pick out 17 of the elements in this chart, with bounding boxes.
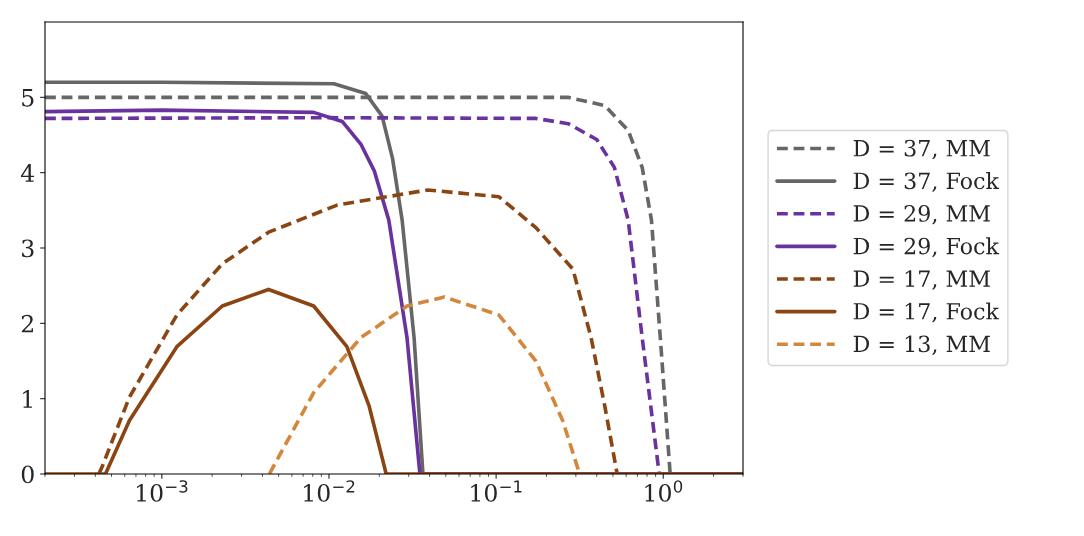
legend-label: D = 37, Fock <box>853 172 1000 192</box>
y-tick-label: 3 <box>22 239 34 258</box>
y-tick-label: 0 <box>21 465 34 484</box>
legend-label: D = 29, MM <box>853 205 990 225</box>
y-tick-label: 5 <box>22 89 34 107</box>
y-tick-label: 1 <box>23 390 32 408</box>
legend-label: D = 13, MM <box>853 335 990 356</box>
y-tick-label: 2 <box>21 314 33 333</box>
x-tick-label: 10$^{0}$ <box>645 480 683 502</box>
legend-label: D = 17, Fock <box>853 302 1000 323</box>
legend-label: D = 37, MM <box>853 139 990 160</box>
x-tick-label: 10$^{−3}$ <box>136 480 188 502</box>
x-tick-label: 10$^{−1}$ <box>471 480 522 502</box>
x-tick-label: 10$^{−2}$ <box>304 480 355 502</box>
legend-label: D = 29, Fock <box>853 237 1000 258</box>
y-tick-label: 4 <box>20 164 35 182</box>
legend-label: D = 17, MM <box>853 270 990 290</box>
